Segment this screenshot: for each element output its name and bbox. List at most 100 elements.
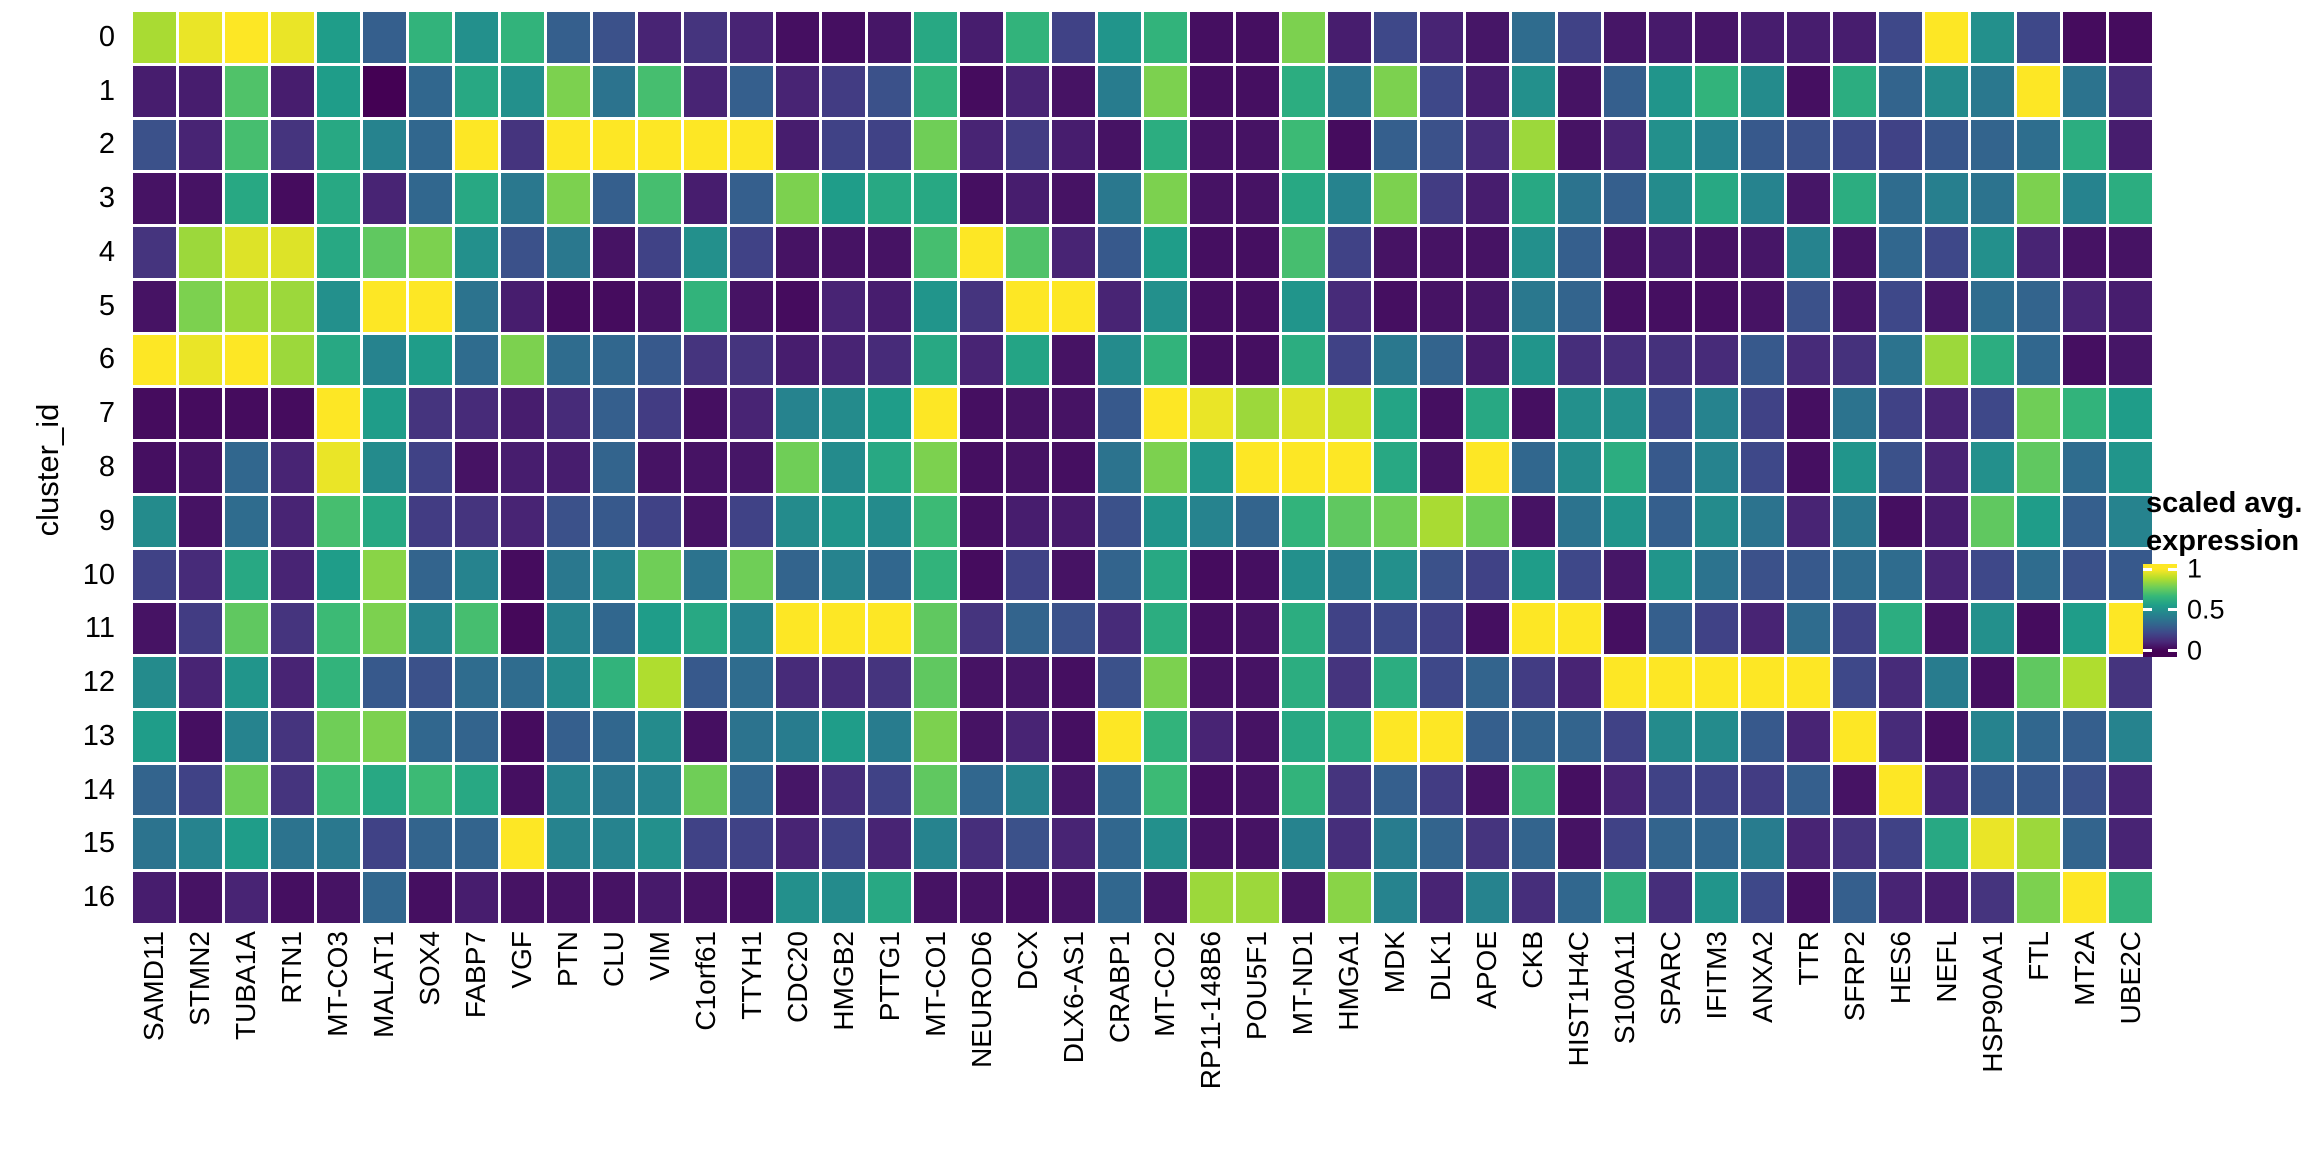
heatmap-cell [316, 388, 360, 440]
heatmap-cell [1281, 710, 1325, 762]
heatmap-cell [1695, 764, 1739, 816]
heatmap-cell [224, 280, 268, 332]
heatmap-cell [316, 280, 360, 332]
heatmap-cell [1373, 872, 1417, 923]
heatmap-cell [1465, 657, 1509, 708]
heatmap-cell [1052, 227, 1096, 278]
heatmap-cell [868, 442, 912, 493]
heatmap-cell [2063, 549, 2107, 601]
heatmap-cell [546, 603, 590, 655]
heatmap-cell [822, 227, 866, 278]
heatmap-cell [1006, 12, 1050, 63]
heatmap-cell [1373, 119, 1417, 171]
heatmap-cell [1695, 442, 1739, 493]
heatmap-cell [2017, 388, 2061, 440]
x-tick-label: VGF [506, 931, 538, 989]
heatmap-cell [1281, 818, 1325, 870]
heatmap-cell [960, 65, 1004, 117]
heatmap-cell [2017, 549, 2061, 601]
heatmap-cell [133, 65, 176, 117]
heatmap-cell [1189, 280, 1233, 332]
y-tick-label: 7 [98, 397, 115, 430]
heatmap-cell [1465, 334, 1509, 386]
heatmap-cell [1281, 334, 1325, 386]
legend-title-line1: scaled avg. [2146, 487, 2303, 519]
heatmap-cell [1971, 764, 2015, 816]
x-tick-label: HIST1H4C [1563, 931, 1595, 1067]
heatmap-cell [1879, 173, 1923, 225]
heatmap-cell [408, 603, 452, 655]
heatmap-cell [133, 710, 176, 762]
heatmap-cell [133, 227, 176, 278]
x-tick-label-slot: VIM [638, 931, 681, 1149]
heatmap-cell [178, 872, 222, 923]
heatmap-cell [1419, 495, 1463, 547]
heatmap-cell [500, 818, 544, 870]
heatmap-cell [1971, 334, 2015, 386]
heatmap-cell [546, 334, 590, 386]
heatmap-cell [1511, 227, 1555, 278]
heatmap-cell [1235, 495, 1279, 547]
heatmap-cell [1235, 334, 1279, 386]
heatmap-cell [2109, 119, 2152, 171]
heatmap-cell [776, 495, 820, 547]
heatmap-cell [1419, 442, 1463, 493]
x-tick-label: FTL [2022, 931, 2054, 981]
heatmap-cell [2063, 657, 2107, 708]
x-tick-label: UBE2C [2114, 931, 2146, 1025]
colorbar-tick [2143, 567, 2152, 571]
heatmap-cell [684, 764, 728, 816]
y-tick-label: 13 [82, 719, 115, 752]
heatmap-cell [1419, 657, 1463, 708]
heatmap-cell [684, 280, 728, 332]
heatmap-cell [730, 872, 774, 923]
x-tick-label-slot: SOX4 [409, 931, 452, 1149]
x-tick-label-slot: HIST1H4C [1558, 931, 1601, 1149]
heatmap-cell [408, 710, 452, 762]
heatmap-cell [178, 495, 222, 547]
heatmap-cell [1971, 710, 2015, 762]
heatmap-cell [2063, 442, 2107, 493]
heatmap-cell [500, 65, 544, 117]
heatmap-cell [1235, 12, 1279, 63]
heatmap-cell [1787, 710, 1831, 762]
heatmap-cell [1052, 818, 1096, 870]
heatmap-cell [684, 818, 728, 870]
heatmap-cell [1833, 603, 1877, 655]
heatmap-cell [500, 603, 544, 655]
heatmap-cell [1649, 710, 1693, 762]
heatmap-cell [1971, 388, 2015, 440]
heatmap-cell [500, 495, 544, 547]
heatmap-cell [2063, 334, 2107, 386]
heatmap-cell [730, 388, 774, 440]
heatmap-cell [362, 65, 406, 117]
heatmap-cell [500, 657, 544, 708]
heatmap-cell [1465, 710, 1509, 762]
x-tick-label-slot: STMN2 [179, 931, 222, 1149]
heatmap-cell [592, 65, 636, 117]
heatmap-cell [730, 764, 774, 816]
heatmap-cell [868, 334, 912, 386]
heatmap-cell [1281, 388, 1325, 440]
heatmap-cell [1143, 657, 1187, 708]
heatmap-cell [270, 227, 314, 278]
heatmap-cell [362, 227, 406, 278]
heatmap-cell [592, 603, 636, 655]
y-tick-label: 1 [98, 74, 115, 107]
heatmap-cell [454, 495, 498, 547]
heatmap-cell [1787, 227, 1831, 278]
heatmap-cell [1098, 872, 1141, 923]
heatmap-cell [1649, 818, 1693, 870]
heatmap-cell [1603, 495, 1647, 547]
heatmap-cell [316, 495, 360, 547]
heatmap-cell [1235, 657, 1279, 708]
heatmap-cell [1971, 65, 2015, 117]
x-tick-label-slot: CDC20 [776, 931, 819, 1149]
heatmap-cell [546, 764, 590, 816]
heatmap-cell [776, 442, 820, 493]
heatmap-cell [1603, 764, 1647, 816]
heatmap-cell [224, 495, 268, 547]
heatmap-cell [408, 495, 452, 547]
heatmap-cell [1879, 334, 1923, 386]
y-tick-label: 5 [98, 289, 115, 322]
